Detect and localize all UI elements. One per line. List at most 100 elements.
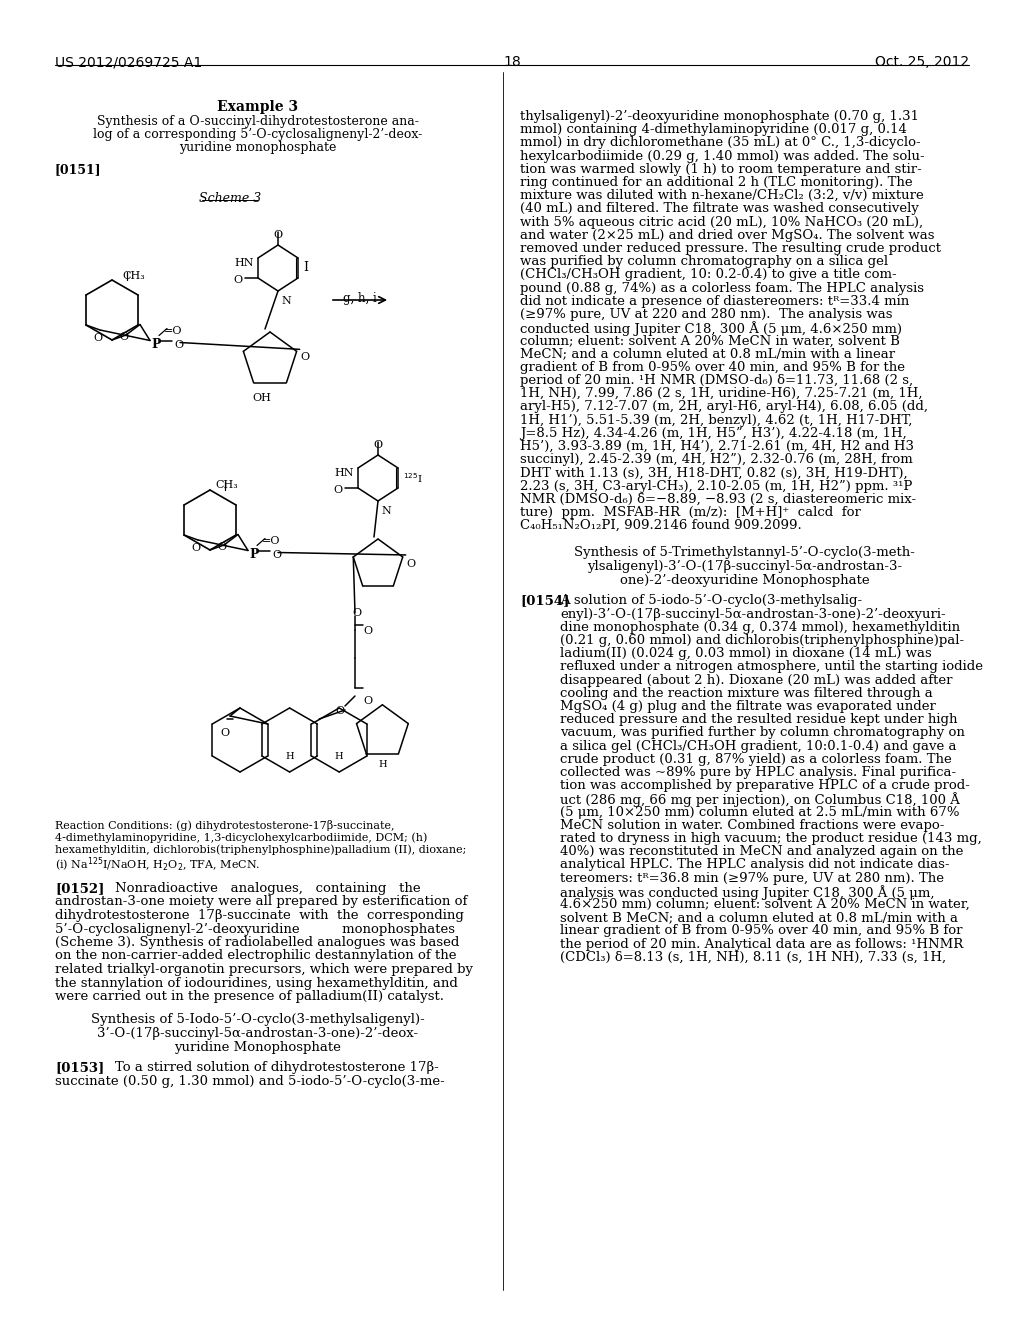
Text: hexamethylditin, dichlorobis(triphenylphosphine)palladium (II), dioxane;: hexamethylditin, dichlorobis(triphenylph… bbox=[55, 843, 466, 854]
Text: refluxed under a nitrogen atmosphere, until the starting iodide: refluxed under a nitrogen atmosphere, un… bbox=[560, 660, 983, 673]
Text: DHT with 1.13 (s), 3H, H18-DHT, 0.82 (s), 3H, H19-DHT),: DHT with 1.13 (s), 3H, H18-DHT, 0.82 (s)… bbox=[520, 466, 907, 479]
Text: 2.23 (s, 3H, C3-aryl-CH₃), 2.10-2.05 (m, 1H, H2”) ppm. ³¹P: 2.23 (s, 3H, C3-aryl-CH₃), 2.10-2.05 (m,… bbox=[520, 479, 912, 492]
Text: reduced pressure and the resulted residue kept under high: reduced pressure and the resulted residu… bbox=[560, 713, 957, 726]
Text: 5’-O-cyclosalignenyl-2’-deoxyuridine          monophosphates: 5’-O-cyclosalignenyl-2’-deoxyuridine mon… bbox=[55, 923, 455, 936]
Text: H5’), 3.93-3.89 (m, 1H, H4’), 2.71-2.61 (m, 4H, H2 and H3: H5’), 3.93-3.89 (m, 1H, H4’), 2.71-2.61 … bbox=[520, 440, 914, 453]
Text: disappeared (about 2 h). Dioxane (20 mL) was added after: disappeared (about 2 h). Dioxane (20 mL)… bbox=[560, 673, 952, 686]
Text: aryl-H5), 7.12-7.07 (m, 2H, aryl-H6, aryl-H4), 6.08, 6.05 (dd,: aryl-H5), 7.12-7.07 (m, 2H, aryl-H6, ary… bbox=[520, 400, 928, 413]
Text: Nonradioactive   analogues,   containing   the: Nonradioactive analogues, containing the bbox=[115, 882, 421, 895]
Text: O: O bbox=[336, 706, 344, 715]
Text: tion was accomplished by preparative HPLC of a crude prod-: tion was accomplished by preparative HPL… bbox=[560, 779, 970, 792]
Text: [0153]: [0153] bbox=[55, 1061, 104, 1074]
Text: conducted using Jupiter C18, 300 Å (5 μm, 4.6×250 mm): conducted using Jupiter C18, 300 Å (5 μm… bbox=[520, 321, 902, 337]
Text: succinyl), 2.45-2.39 (m, 4H, H2”), 2.32-0.76 (m, 28H, from: succinyl), 2.45-2.39 (m, 4H, H2”), 2.32-… bbox=[520, 453, 912, 466]
Text: crude product (0.31 g, 87% yield) as a colorless foam. The: crude product (0.31 g, 87% yield) as a c… bbox=[560, 752, 951, 766]
Text: the stannylation of iodouridines, using hexamethylditin, and: the stannylation of iodouridines, using … bbox=[55, 977, 458, 990]
Text: O: O bbox=[406, 558, 415, 569]
Text: Reaction Conditions: (g) dihydrotestosterone-17β-succinate,: Reaction Conditions: (g) dihydrotestoste… bbox=[55, 820, 394, 832]
Text: J=8.5 Hz), 4.34-4.26 (m, 1H, H5”, H3’), 4.22-4.18 (m, 1H,: J=8.5 Hz), 4.34-4.26 (m, 1H, H5”, H3’), … bbox=[520, 426, 906, 440]
Text: O: O bbox=[120, 333, 129, 342]
Text: O: O bbox=[233, 275, 243, 285]
Text: a silica gel (CHCl₃/CH₃OH gradient, 10:0.1-0.4) and gave a: a silica gel (CHCl₃/CH₃OH gradient, 10:0… bbox=[560, 739, 956, 752]
Text: CH₃: CH₃ bbox=[215, 480, 238, 490]
Text: O: O bbox=[374, 440, 383, 450]
Text: ylsaligenyl)-3’-O-(17β-succinyl-5α-androstan-3-: ylsaligenyl)-3’-O-(17β-succinyl-5α-andro… bbox=[587, 561, 902, 573]
Text: O: O bbox=[352, 609, 361, 618]
Text: (Scheme 3). Synthesis of radiolabelled analogues was based: (Scheme 3). Synthesis of radiolabelled a… bbox=[55, 936, 460, 949]
Text: (CDCl₃) δ=8.13 (s, 1H, NH), 8.11 (s, 1H NH), 7.33 (s, 1H,: (CDCl₃) δ=8.13 (s, 1H, NH), 8.11 (s, 1H … bbox=[560, 950, 946, 964]
Text: rated to dryness in high vacuum; the product residue (143 mg,: rated to dryness in high vacuum; the pro… bbox=[560, 832, 982, 845]
Text: MeCN; and a column eluted at 0.8 mL/min with a linear: MeCN; and a column eluted at 0.8 mL/min … bbox=[520, 347, 895, 360]
Text: (≥97% pure, UV at 220 and 280 nm).  The analysis was: (≥97% pure, UV at 220 and 280 nm). The a… bbox=[520, 308, 893, 321]
Text: $^{125}$I: $^{125}$I bbox=[403, 471, 423, 484]
Text: tion was warmed slowly (1 h) to room temperature and stir-: tion was warmed slowly (1 h) to room tem… bbox=[520, 162, 922, 176]
Text: 40%) was reconstituted in MeCN and analyzed again on the: 40%) was reconstituted in MeCN and analy… bbox=[560, 845, 964, 858]
Text: 4-dimethylaminopyridine, 1,3-dicyclohexylcarbodiimide, DCM; (h): 4-dimethylaminopyridine, 1,3-dicyclohexy… bbox=[55, 832, 427, 842]
Text: 18: 18 bbox=[503, 55, 521, 69]
Text: analysis was conducted using Jupiter C18, 300 Å (5 μm,: analysis was conducted using Jupiter C18… bbox=[560, 884, 935, 900]
Text: Scheme 3: Scheme 3 bbox=[199, 191, 261, 205]
Text: vacuum, was purified further by column chromatography on: vacuum, was purified further by column c… bbox=[560, 726, 965, 739]
Text: =O: =O bbox=[164, 326, 182, 337]
Text: N: N bbox=[281, 296, 291, 306]
Text: H: H bbox=[286, 752, 294, 762]
Text: Synthesis of 5-Trimethylstannyl-5’-O-cyclo(3-meth-: Synthesis of 5-Trimethylstannyl-5’-O-cyc… bbox=[574, 546, 914, 560]
Text: [0154]: [0154] bbox=[520, 594, 569, 607]
Text: (0.21 g, 0.60 mmol) and dichlorobis(triphenylphosphine)pal-: (0.21 g, 0.60 mmol) and dichlorobis(trip… bbox=[560, 634, 965, 647]
Text: the period of 20 min. Analytical data are as follows: ¹HNMR: the period of 20 min. Analytical data ar… bbox=[560, 937, 964, 950]
Text: was purified by column chromatography on a silica gel: was purified by column chromatography on… bbox=[520, 255, 888, 268]
Text: yuridine Monophosphate: yuridine Monophosphate bbox=[174, 1041, 341, 1055]
Text: cooling and the reaction mixture was filtered through a: cooling and the reaction mixture was fil… bbox=[560, 686, 933, 700]
Text: HN: HN bbox=[234, 257, 254, 268]
Text: O: O bbox=[362, 696, 372, 706]
Text: related trialkyl-organotin precursors, which were prepared by: related trialkyl-organotin precursors, w… bbox=[55, 964, 473, 975]
Text: with 5% aqueous citric acid (20 mL), 10% NaHCO₃ (20 mL),: with 5% aqueous citric acid (20 mL), 10%… bbox=[520, 215, 923, 228]
Text: ladium(II) (0.024 g, 0.03 mmol) in dioxane (14 mL) was: ladium(II) (0.024 g, 0.03 mmol) in dioxa… bbox=[560, 647, 932, 660]
Text: ring continued for an additional 2 h (TLC monitoring). The: ring continued for an additional 2 h (TL… bbox=[520, 176, 912, 189]
Text: did not indicate a presence of diastereomers: tᴿ=33.4 min: did not indicate a presence of diastereo… bbox=[520, 294, 909, 308]
Text: O: O bbox=[272, 549, 282, 560]
Text: pound (0.88 g, 74%) as a colorless foam. The HPLC analysis: pound (0.88 g, 74%) as a colorless foam.… bbox=[520, 281, 924, 294]
Text: (5 μm, 10×250 mm) column eluted at 2.5 mL/min with 67%: (5 μm, 10×250 mm) column eluted at 2.5 m… bbox=[560, 805, 959, 818]
Text: dihydrotestosterone  17β-succinate  with  the  corresponding: dihydrotestosterone 17β-succinate with t… bbox=[55, 909, 464, 921]
Text: tereomers: tᴿ=36.8 min (≥97% pure, UV at 280 nm). The: tereomers: tᴿ=36.8 min (≥97% pure, UV at… bbox=[560, 871, 944, 884]
Text: collected was ~89% pure by HPLC analysis. Final purifica-: collected was ~89% pure by HPLC analysis… bbox=[560, 766, 956, 779]
Text: mmol) in dry dichloromethane (35 mL) at 0° C., 1,3-dicyclo-: mmol) in dry dichloromethane (35 mL) at … bbox=[520, 136, 921, 149]
Text: O: O bbox=[217, 543, 226, 552]
Text: To a stirred solution of dihydrotestosterone 17β-: To a stirred solution of dihydrotestoste… bbox=[115, 1061, 438, 1074]
Text: mixture was diluted with n-hexane/CH₂Cl₂ (3:2, v/v) mixture: mixture was diluted with n-hexane/CH₂Cl₂… bbox=[520, 189, 924, 202]
Text: I: I bbox=[303, 261, 308, 275]
Text: removed under reduced pressure. The resulting crude product: removed under reduced pressure. The resu… bbox=[520, 242, 941, 255]
Text: 1H, NH), 7.99, 7.86 (2 s, 1H, uridine-H6), 7.25-7.21 (m, 1H,: 1H, NH), 7.99, 7.86 (2 s, 1H, uridine-H6… bbox=[520, 387, 923, 400]
Text: androstan-3-one moiety were all prepared by esterification of: androstan-3-one moiety were all prepared… bbox=[55, 895, 467, 908]
Text: analytical HPLC. The HPLC analysis did not indicate dias-: analytical HPLC. The HPLC analysis did n… bbox=[560, 858, 949, 871]
Text: one)-2’-deoxyuridine Monophosphate: one)-2’-deoxyuridine Monophosphate bbox=[620, 574, 869, 587]
Text: (i) Na$^{125}$I/NaOH, H$_2$O$_2$, TFA, MeCN.: (i) Na$^{125}$I/NaOH, H$_2$O$_2$, TFA, M… bbox=[55, 855, 260, 874]
Text: O: O bbox=[93, 333, 102, 343]
Text: 3’-O-(17β-succinyl-5α-androstan-3-one)-2’-deox-: 3’-O-(17β-succinyl-5α-androstan-3-one)-2… bbox=[97, 1027, 418, 1040]
Text: Oct. 25, 2012: Oct. 25, 2012 bbox=[874, 55, 969, 69]
Text: N: N bbox=[381, 506, 391, 516]
Text: gradient of B from 0-95% over 40 min, and 95% B for the: gradient of B from 0-95% over 40 min, an… bbox=[520, 360, 905, 374]
Text: dine monophosphate (0.34 g, 0.374 mmol), hexamethylditin: dine monophosphate (0.34 g, 0.374 mmol),… bbox=[560, 620, 961, 634]
Text: enyl)-3’-O-(17β-succinyl-5α-androstan-3-one)-2’-deoxyuri-: enyl)-3’-O-(17β-succinyl-5α-androstan-3-… bbox=[560, 607, 945, 620]
Text: O: O bbox=[191, 543, 201, 553]
Text: column; eluent: solvent A 20% MeCN in water, solvent B: column; eluent: solvent A 20% MeCN in wa… bbox=[520, 334, 900, 347]
Text: P: P bbox=[152, 338, 161, 351]
Text: Synthesis of 5-Iodo-5’-O-cyclo(3-methylsaligenyl)-: Synthesis of 5-Iodo-5’-O-cyclo(3-methyls… bbox=[91, 1014, 424, 1027]
Text: uct (286 mg, 66 mg per injection), on Columbus C18, 100 Å: uct (286 mg, 66 mg per injection), on Co… bbox=[560, 792, 959, 808]
Text: 4.6×250 mm) column; eluent: solvent A 20% MeCN in water,: 4.6×250 mm) column; eluent: solvent A 20… bbox=[560, 898, 970, 911]
Text: log of a corresponding 5’-O-cyclosalignenyl-2’-deox-: log of a corresponding 5’-O-cyclosaligne… bbox=[93, 128, 422, 141]
Text: [0151]: [0151] bbox=[55, 162, 101, 176]
Text: MeCN solution in water. Combined fractions were evapo-: MeCN solution in water. Combined fractio… bbox=[560, 818, 944, 832]
Text: US 2012/0269725 A1: US 2012/0269725 A1 bbox=[55, 55, 203, 69]
Text: H: H bbox=[378, 760, 387, 770]
Text: NMR (DMSO-d₆) δ=−8.89, −8.93 (2 s, diastereomeric mix-: NMR (DMSO-d₆) δ=−8.89, −8.93 (2 s, diast… bbox=[520, 492, 916, 506]
Text: C₄₀H₅₁N₂O₁₂PI, 909.2146 found 909.2099.: C₄₀H₅₁N₂O₁₂PI, 909.2146 found 909.2099. bbox=[520, 519, 802, 532]
Text: MgSO₄ (4 g) plug and the filtrate was evaporated under: MgSO₄ (4 g) plug and the filtrate was ev… bbox=[560, 700, 936, 713]
Text: g, h, i: g, h, i bbox=[343, 292, 377, 305]
Text: O: O bbox=[300, 352, 309, 362]
Text: OH: OH bbox=[253, 393, 271, 403]
Text: thylsaligenyl)-2’-deoxyuridine monophosphate (0.70 g, 1.31: thylsaligenyl)-2’-deoxyuridine monophosp… bbox=[520, 110, 919, 123]
Text: [0152]: [0152] bbox=[55, 882, 104, 895]
